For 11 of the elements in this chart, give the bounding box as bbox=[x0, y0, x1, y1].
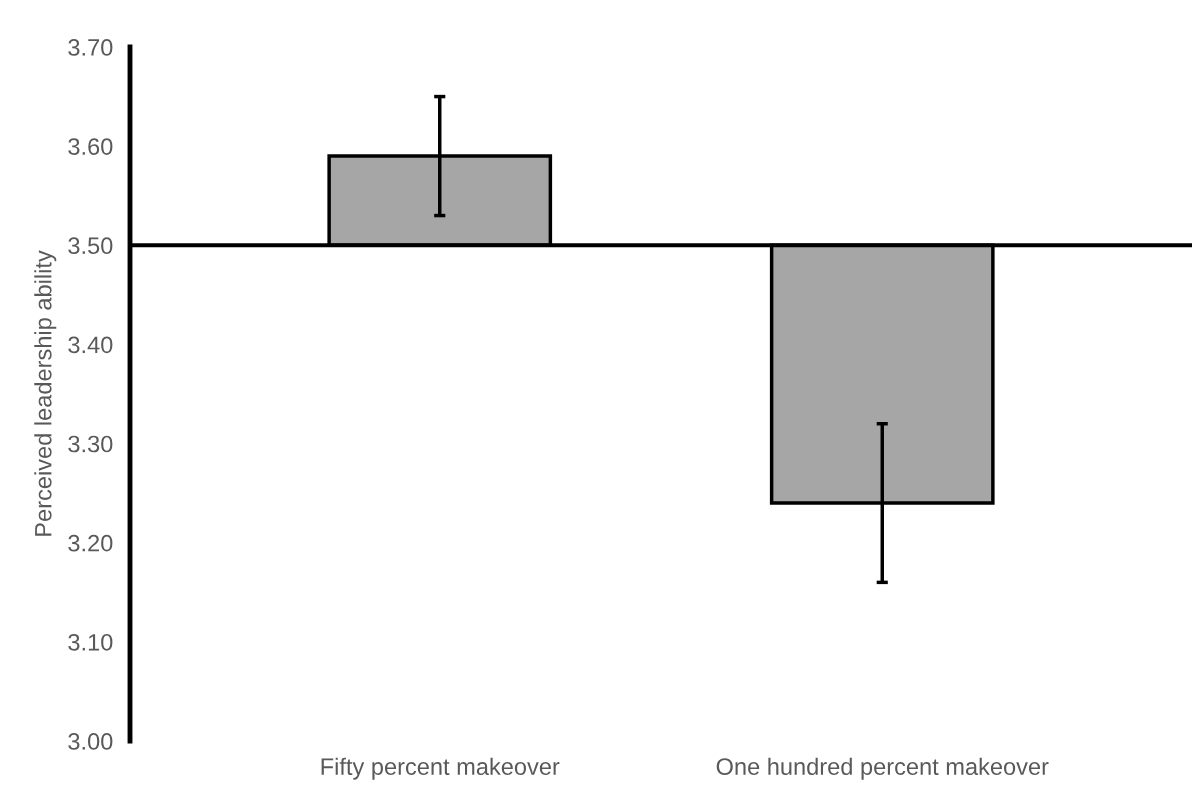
y-tick-label: 3.40 bbox=[68, 336, 113, 354]
y-tick-label: 3.50 bbox=[68, 237, 113, 255]
y-tick-label: 3.60 bbox=[68, 138, 113, 155]
y-tick-label: 3.30 bbox=[68, 435, 113, 453]
x-tick-label: Fifty percent makeover bbox=[321, 757, 560, 780]
y-tick-label: 3.10 bbox=[68, 633, 113, 651]
y-axis-title: Perceived leadership ability bbox=[34, 250, 57, 536]
y-tick-label: 3.00 bbox=[68, 733, 113, 750]
y-tick-label: 3.20 bbox=[68, 534, 113, 552]
x-tick-label: One hundred percent makeover bbox=[716, 757, 1049, 780]
y-tick-label: 3.70 bbox=[68, 39, 113, 56]
